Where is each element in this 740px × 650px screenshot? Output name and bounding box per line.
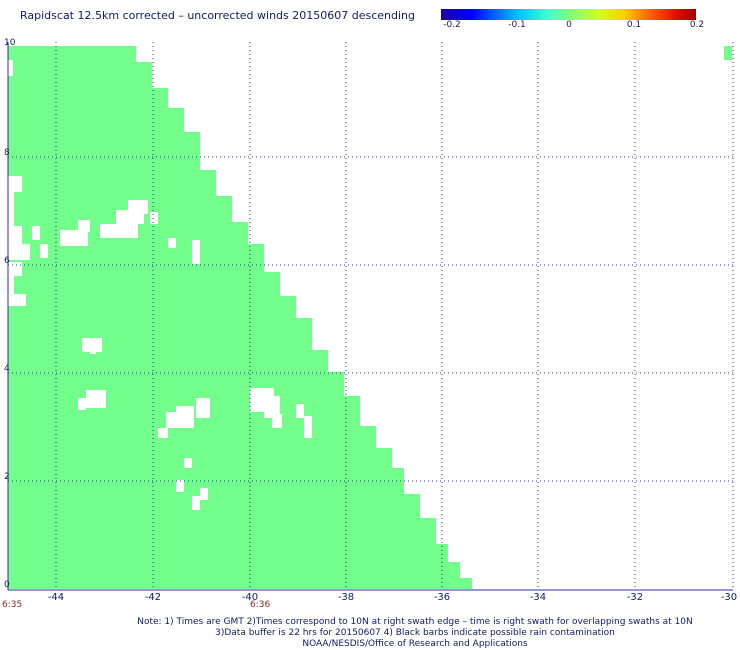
footnote-line-1: Note: 1) Times are GMT 2)Times correspon…	[137, 617, 693, 627]
missing-data-cell	[90, 346, 96, 354]
time-label: 6:35	[2, 600, 23, 610]
swath-body	[8, 46, 472, 589]
colorbar-label: 0.2	[689, 20, 705, 30]
missing-data-cell	[196, 398, 210, 418]
missing-data-cell	[192, 240, 200, 264]
missing-data-cell	[176, 406, 194, 420]
missing-data-cell	[184, 458, 192, 468]
lon-label: -30	[720, 592, 738, 603]
missing-data-cell	[60, 230, 88, 246]
lat-label-2: 2	[4, 472, 10, 482]
lat-label-4: 4	[4, 364, 10, 374]
lat-lon-grid	[7, 42, 734, 591]
missing-data-cell	[128, 200, 148, 214]
missing-data-cell	[8, 262, 22, 276]
missing-data-cell	[150, 212, 158, 224]
lon-label: -42	[144, 592, 162, 603]
missing-data-cell	[8, 192, 14, 208]
colorbar-label: 0.1	[626, 20, 642, 30]
missing-data-cell	[168, 238, 176, 248]
time-label: 6:36	[250, 600, 271, 610]
missing-data-cell	[8, 226, 22, 248]
missing-data-cell	[8, 176, 22, 192]
missing-data-cell	[100, 224, 138, 238]
missing-data-cell	[176, 480, 184, 492]
missing-data-cell	[296, 404, 304, 418]
colorbar-label: -0.1	[508, 20, 526, 30]
missing-data-cell	[8, 206, 14, 230]
missing-data-cell	[272, 414, 282, 428]
missing-data-cell	[32, 226, 40, 240]
footnote-line-2: 3)Data buffer is 22 hrs for 20150607 4) …	[215, 628, 615, 638]
missing-data-cell	[40, 244, 48, 258]
colorbar-label: -0.2	[443, 20, 461, 30]
missing-data-cell	[8, 244, 30, 260]
missing-data-cell	[86, 390, 106, 408]
missing-data-cell	[8, 294, 26, 306]
lon-label: -44	[47, 592, 65, 603]
missing-data-cell	[8, 60, 13, 76]
swath-edge-patch	[724, 46, 732, 60]
lat-label-10: 10	[4, 38, 16, 48]
missing-data-cell	[192, 496, 200, 510]
lon-label: -40	[241, 592, 259, 603]
missing-data-cell	[304, 416, 312, 438]
lon-label: -38	[337, 592, 355, 603]
wind-swath	[8, 46, 732, 589]
missing-data-cell	[158, 428, 168, 438]
lon-label: -36	[433, 592, 451, 603]
map-title: Rapidscat 12.5km corrected – uncorrected…	[20, 9, 416, 22]
lat-label-6: 6	[4, 256, 10, 266]
missing-data-cell	[200, 488, 208, 500]
lat-label-8: 8	[4, 148, 10, 158]
missing-data-cell	[82, 338, 102, 352]
missing-data-cell	[264, 396, 280, 418]
missing-data-cell	[78, 220, 90, 232]
footnote-line-3: NOAA/NESDIS/Office of Research and Appli…	[302, 639, 528, 649]
lon-label: -32	[626, 592, 644, 603]
colorbar	[441, 9, 696, 20]
lat-label-0: 0	[4, 580, 10, 590]
missing-data-cells	[8, 60, 312, 510]
lon-label: -34	[529, 592, 547, 603]
colorbar-label: 0	[566, 20, 572, 30]
missing-data-cell	[8, 276, 14, 296]
missing-data-cell	[78, 398, 86, 410]
